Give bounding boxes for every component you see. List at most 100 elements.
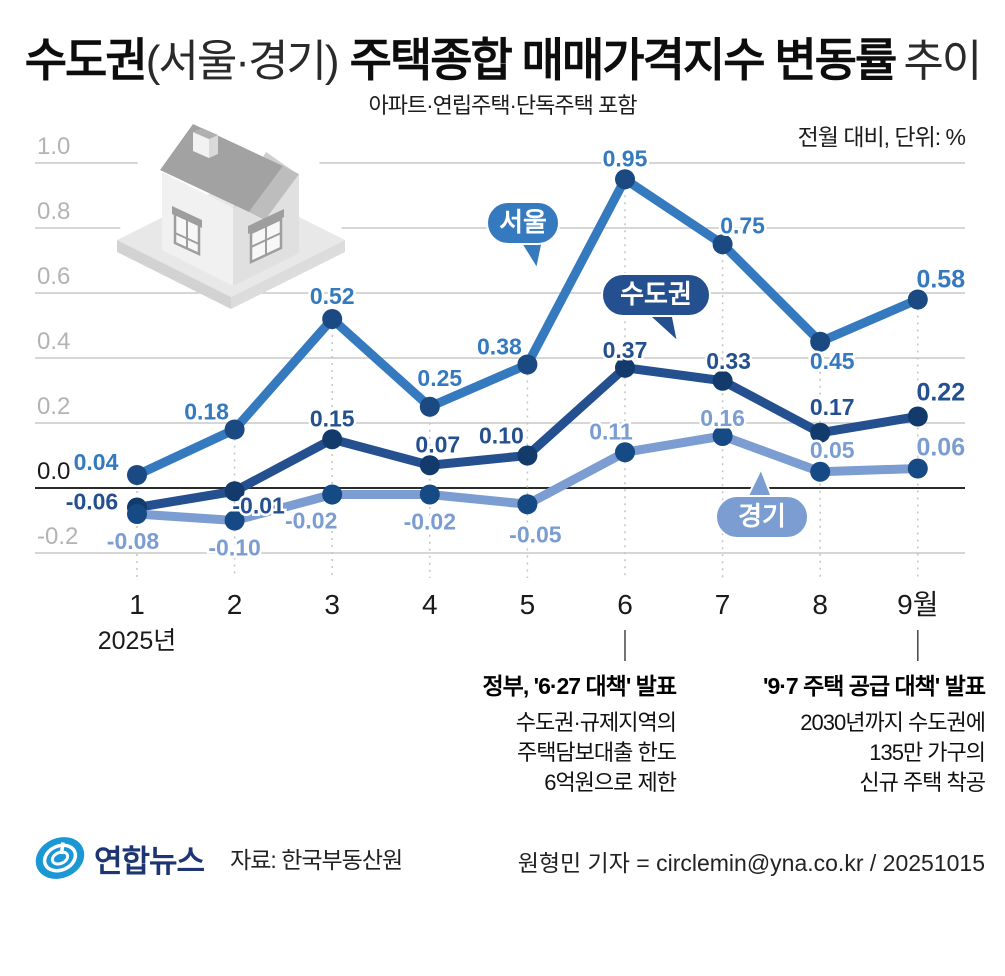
y-tick-label: 0.4 [37, 328, 70, 355]
x-tick-label: 9월 [897, 589, 938, 620]
seoul-point-3 [322, 309, 343, 329]
annotation-policy-627: 정부, '6·27 대책' 발표 수도권·규제지역의 주택담보대출 한도 6억원… [483, 667, 677, 798]
gyeonggi-point-9 [907, 458, 928, 479]
gyeonggi-value-label: 0.05 [810, 437, 855, 463]
seoul-series-badge: 서울 [486, 201, 560, 272]
metro-value-label: 0.17 [810, 394, 855, 420]
house-icon [117, 100, 345, 309]
gyeonggi-point-7 [712, 426, 733, 446]
seoul-value-label: 0.04 [74, 449, 119, 475]
seoul-value-label: 0.38 [477, 334, 522, 360]
gyeonggi-value-label: -0.10 [208, 535, 260, 561]
metro-point-2 [224, 481, 245, 502]
metro-point-3 [322, 429, 343, 450]
gyeonggi-value-label: -0.02 [285, 508, 337, 534]
seoul-value-label: 0.95 [603, 145, 648, 171]
metro-series-badge: 수도권 [601, 273, 711, 345]
chart-subtitle: 아파트·연립주택·단독주택 포함 [368, 93, 638, 118]
metro-value-label: 0.22 [916, 379, 965, 407]
seoul-point-4 [419, 396, 440, 417]
annotation-title: 정부, '6·27 대책' 발표 [482, 673, 677, 699]
yonhap-logo-icon [35, 837, 85, 879]
seoul-point-6 [615, 169, 635, 190]
x-tick-label: 5 [520, 589, 536, 620]
y-tick-label: 0.0 [37, 458, 70, 485]
annotation-policy-97: '9·7 주택 공급 대책' 발표 2030년까지 수도권에 135만 가구의 … [762, 667, 986, 798]
title-part1-light: (서울·경기) [145, 37, 340, 86]
x-tick-label: 6 [617, 589, 633, 620]
yonhap-logo-text: 연합뉴스 [94, 843, 205, 879]
seoul-point-2 [224, 419, 245, 440]
metro-value-label: 0.33 [706, 348, 751, 374]
grid-layer: 1.0 0.8 0.6 0.4 0.2 0.0 -0.2 1 2 3 4 5 6 7 8 9월 2025년 [35, 133, 965, 661]
annotation-line: 6억원으로 제한 [544, 770, 677, 795]
x-tick-label: 7 [715, 589, 731, 620]
x-tick-label: 1 [129, 589, 145, 620]
page-title: 수도권(서울·경기) 주택종합 매매가격지수 변동률 추이 [0, 24, 1005, 90]
metro-value-label: 0.15 [310, 405, 355, 431]
y-tick-label: 0.8 [37, 198, 70, 225]
y-tick-label: -0.2 [37, 523, 78, 550]
x-tick-label: 4 [422, 589, 438, 620]
seoul-value-label: 0.18 [184, 399, 229, 425]
seoul-badge-label: 서울 [499, 207, 547, 237]
y-tick-label: 1.0 [37, 133, 70, 160]
seoul-value-label: 0.52 [310, 283, 355, 309]
annotation-line: 주택담보대출 한도 [516, 740, 677, 765]
unit-note: 전월 대비, 단위: % [797, 124, 966, 150]
reporter-credit: 원형민 기자 = circlemin@yna.co.kr / 20251015 [517, 850, 985, 876]
gyeonggi-badge-label: 경기 [738, 501, 786, 531]
title-part2-light: 추이 [903, 37, 982, 86]
gyeonggi-point-4 [419, 484, 440, 505]
metro-value-label: -0.06 [66, 489, 118, 515]
gyeonggi-value-label: 0.06 [916, 434, 965, 462]
metro-point-5 [517, 445, 538, 466]
y-tick-label: 0.2 [37, 393, 70, 420]
x-tick-label: 8 [812, 589, 828, 620]
seoul-point-5 [517, 354, 538, 375]
gyeonggi-point-6 [615, 442, 635, 463]
data-layer: 0.04 0.18 0.52 0.25 0.38 0.95 0.75 0.45 0.58 -0.0… [63, 143, 967, 563]
annotation-line: 수도권·규제지역의 [515, 710, 677, 735]
metro-point-4 [419, 455, 440, 476]
seoul-point-1 [127, 465, 147, 485]
x-tick-label: 2 [227, 589, 243, 620]
x-tick-label: 3 [324, 589, 340, 620]
metro-point-9 [907, 406, 928, 427]
gyeonggi-point-5 [517, 494, 538, 515]
gyeonggi-value-label: 0.16 [700, 405, 745, 431]
footer: 연합뉴스 자료: 한국부동산원 원형민 기자 = circlemin@yna.c… [33, 832, 985, 884]
gyeonggi-series-badge: 경기 [715, 466, 809, 539]
metro-point-6 [615, 357, 635, 378]
metro-value-label: -0.01 [232, 492, 285, 518]
metro-badge-label: 수도권 [620, 279, 692, 309]
seoul-value-label: 0.75 [720, 212, 765, 238]
annotation-line: 135만 가구의 [869, 740, 986, 765]
metro-value-label: 0.37 [603, 337, 648, 363]
seoul-point-8 [810, 331, 831, 352]
metro-value-label: 0.10 [479, 423, 524, 449]
gyeonggi-point-1 [127, 504, 147, 524]
y-tick-label: 0.6 [37, 263, 70, 290]
metro-value-label: 0.07 [415, 431, 460, 457]
seoul-point-7 [712, 234, 733, 255]
gyeonggi-value-label: -0.08 [107, 528, 160, 554]
gyeonggi-value-label: -0.02 [404, 509, 456, 535]
gyeonggi-value-label: -0.05 [509, 521, 562, 547]
metro-point-8 [810, 422, 831, 443]
gyeonggi-value-label: 0.11 [589, 418, 633, 444]
annotation-title: '9·7 주택 공급 대책' 발표 [762, 673, 986, 699]
metro-point-7 [712, 370, 733, 391]
seoul-value-label: 0.45 [810, 348, 855, 374]
seoul-point-9 [907, 289, 928, 310]
annotation-line: 신규 주택 착공 [859, 770, 986, 795]
gyeonggi-point-2 [224, 510, 245, 531]
title-part1-bold: 수도권 [24, 34, 148, 86]
x-axis-year-label: 2025년 [98, 627, 177, 655]
seoul-value-label: 0.25 [417, 365, 462, 391]
seoul-value-label: 0.58 [916, 266, 965, 294]
gyeonggi-point-8 [810, 461, 831, 482]
annotation-line: 2030년까지 수도권에 [800, 710, 986, 735]
